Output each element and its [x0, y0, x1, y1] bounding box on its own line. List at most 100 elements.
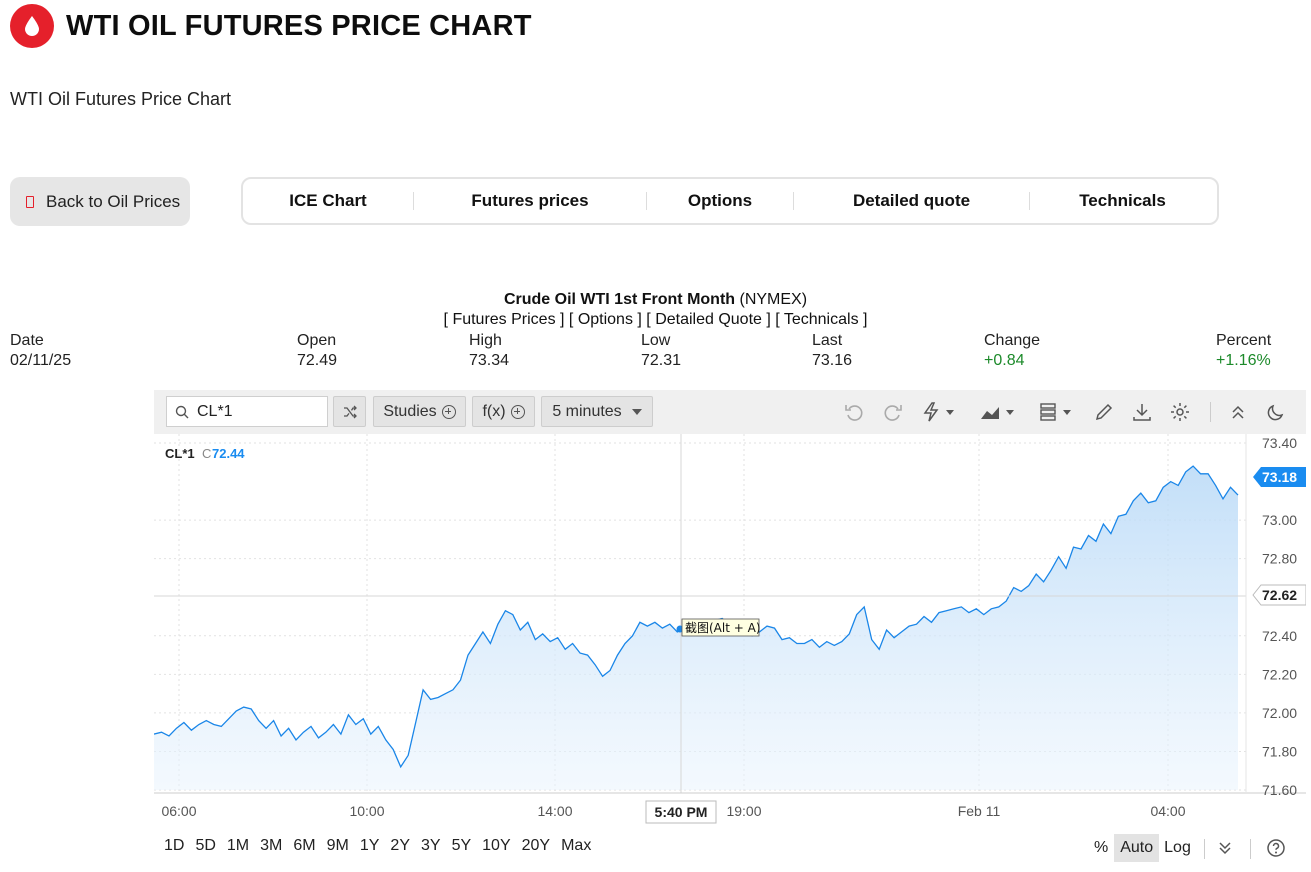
data-point [362, 718, 364, 720]
link-detailed-quote[interactable]: Detailed Quote [655, 311, 762, 328]
symbol-search-input[interactable]: CL*1 [166, 396, 328, 427]
stat-value: +0.84 [984, 352, 1025, 369]
area-chart-type-icon[interactable] [978, 400, 1016, 424]
tab-ice-chart[interactable]: ICE Chart [289, 191, 367, 210]
crosshair-price-tag [1252, 584, 1306, 606]
data-point [1207, 473, 1209, 475]
scale-percent-button[interactable]: % [1094, 839, 1109, 856]
price-chart-plot[interactable]: 截图(Alt + A) 73.40 73.00 72.80 72.40 72.20 72.… [154, 434, 1306, 824]
data-point [355, 723, 357, 725]
range-button-6m[interactable]: 6M [293, 837, 316, 854]
link-futures-prices[interactable]: Futures Prices [452, 311, 556, 328]
moon-icon[interactable] [1264, 400, 1288, 424]
range-button-2y[interactable]: 2Y [390, 837, 410, 854]
bottom-divider [1250, 839, 1251, 859]
data-point [624, 642, 626, 644]
gear-icon[interactable] [1168, 400, 1192, 424]
x-tick-label: Feb 11 [958, 803, 1001, 819]
download-icon[interactable] [1130, 400, 1154, 424]
data-point [796, 642, 798, 644]
tooltip-box [681, 618, 760, 637]
tab-futures-prices[interactable]: Futures prices [471, 191, 589, 210]
data-point [190, 729, 192, 731]
pencil-icon[interactable] [1092, 400, 1116, 424]
data-point [631, 635, 633, 637]
studies-button[interactable]: Studies [373, 396, 466, 427]
range-button-10y[interactable]: 10Y [482, 837, 511, 854]
lightning-icon[interactable] [920, 400, 956, 424]
chevrons-up-icon[interactable] [1226, 400, 1250, 424]
data-point [272, 719, 274, 721]
data-point [1237, 494, 1239, 496]
layout-icon[interactable] [1038, 400, 1076, 424]
data-point [811, 638, 813, 640]
range-button-1d[interactable]: 1D [164, 837, 185, 854]
data-point [975, 608, 977, 610]
data-point [646, 625, 648, 627]
compare-button[interactable] [333, 396, 366, 427]
stat-value: 73.34 [469, 352, 510, 369]
help-icon[interactable] [1266, 838, 1286, 858]
y-tick-label: 71.60 [1262, 782, 1297, 798]
data-point [616, 654, 618, 656]
data-point [788, 637, 790, 639]
range-button-3y[interactable]: 3Y [421, 837, 441, 854]
scale-log-button[interactable]: Log [1164, 839, 1191, 856]
chart-symbol-label: CL*1 [165, 446, 195, 461]
stat-value: 02/11/25 [10, 352, 72, 369]
scale-auto-button[interactable]: Auto [1114, 834, 1160, 862]
chevrons-down-icon[interactable] [1216, 839, 1234, 857]
data-point [1229, 486, 1231, 488]
data-point [945, 610, 947, 612]
stat-value: 72.31 [641, 352, 682, 369]
tab-detailed-quote[interactable]: Detailed quote [852, 191, 971, 210]
undo-icon[interactable] [842, 400, 866, 424]
data-point [482, 631, 484, 633]
data-point [400, 766, 402, 768]
data-point [1072, 546, 1074, 548]
bottom-divider [1204, 839, 1205, 859]
data-point [168, 735, 170, 737]
fx-button[interactable]: f(x) [472, 396, 535, 427]
range-button-3m[interactable]: 3M [260, 837, 283, 854]
range-button-1m[interactable]: 1M [226, 837, 250, 854]
data-point [908, 625, 910, 627]
time-range-selector: 1D 5D 1M 3M 6M 9M 1Y 2Y 3Y 5Y 10Y 20Y Max [164, 837, 602, 855]
tab-technicals[interactable]: Technicals [1079, 191, 1166, 210]
interval-label: 5 minutes [552, 402, 622, 420]
link-options[interactable]: Options [577, 311, 633, 328]
y-tick-label: 72.00 [1262, 705, 1297, 721]
range-button-max[interactable]: Max [561, 837, 592, 854]
data-point [1170, 480, 1172, 482]
data-point [960, 606, 962, 608]
data-point [669, 623, 671, 625]
x-tick-label: 04:00 [1150, 803, 1185, 819]
data-point [893, 637, 895, 639]
redo-icon[interactable] [881, 400, 905, 424]
x-tick-label: 14:00 [537, 803, 572, 819]
data-point [497, 623, 499, 625]
range-button-20y[interactable]: 20Y [521, 837, 551, 854]
data-point [773, 627, 775, 629]
range-button-1y[interactable]: 1Y [359, 837, 380, 854]
data-point [1095, 540, 1097, 542]
data-point [302, 731, 304, 733]
data-point [474, 642, 476, 644]
data-point [310, 725, 312, 727]
data-point [863, 606, 865, 608]
tab-options[interactable]: Options [687, 191, 753, 210]
back-to-oil-prices-button[interactable]: Back to Oil Prices [10, 177, 190, 226]
data-point [549, 640, 551, 642]
data-point [1065, 567, 1067, 569]
shuffle-icon [343, 405, 357, 418]
interval-select[interactable]: 5 minutes [541, 396, 653, 427]
range-button-5y[interactable]: 5Y [451, 837, 472, 854]
stat-open: Open 72.49 [297, 331, 337, 371]
data-point [601, 675, 603, 677]
range-button-5d[interactable]: 5D [195, 837, 216, 854]
data-point [1222, 498, 1224, 500]
link-technicals[interactable]: Technicals [783, 311, 859, 328]
data-point [385, 739, 387, 741]
range-button-9m[interactable]: 9M [326, 837, 349, 854]
data-point [1132, 500, 1134, 502]
